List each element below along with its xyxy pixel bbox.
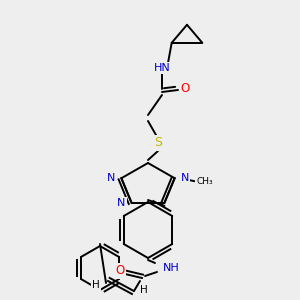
Text: HN: HN — [154, 63, 170, 73]
Text: N: N — [117, 198, 126, 208]
Text: O: O — [116, 265, 124, 278]
Text: S: S — [154, 136, 162, 149]
Text: H: H — [92, 280, 100, 290]
Text: N: N — [107, 173, 116, 183]
Text: H: H — [140, 285, 148, 295]
Text: N: N — [180, 173, 189, 183]
Text: O: O — [180, 82, 190, 94]
Text: NH: NH — [163, 263, 180, 273]
Text: CH₃: CH₃ — [196, 177, 213, 186]
